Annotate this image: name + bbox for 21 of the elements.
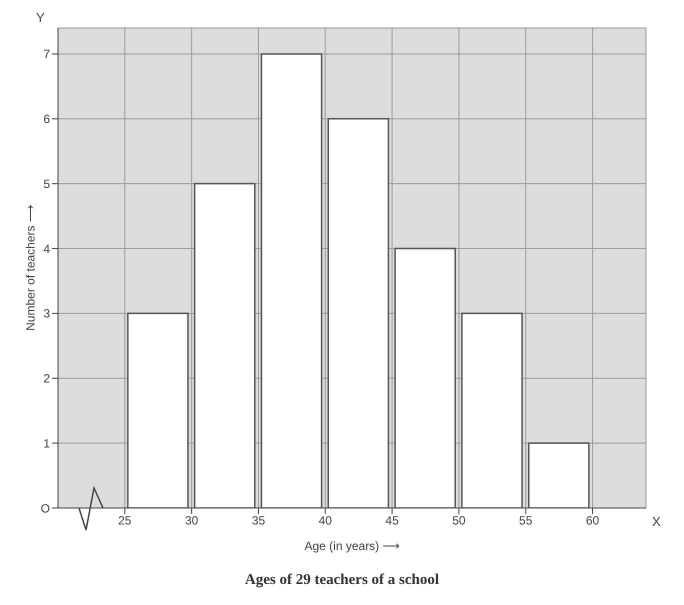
y-tick-label: 1 xyxy=(43,436,50,450)
x-tick-label: 40 xyxy=(318,514,332,528)
x-tick-label: 35 xyxy=(252,514,266,528)
x-tick-label: 50 xyxy=(452,514,466,528)
x-axis-title: Age (in years) ⟶ xyxy=(304,539,400,553)
text: Ages of 29 teachers of a school xyxy=(244,572,440,589)
x-tick-label: 30 xyxy=(184,514,199,528)
y-tick-label: 6 xyxy=(43,112,50,126)
x-tick-label: 55 xyxy=(519,514,533,528)
y-tick-label: O xyxy=(40,501,50,516)
y-tick-label: 2 xyxy=(43,372,50,386)
x-tick-label: 45 xyxy=(385,514,400,528)
x-tick-label: 60 xyxy=(586,514,600,528)
text: X xyxy=(652,514,661,529)
text: Y xyxy=(36,10,45,25)
y-tick-label: 3 xyxy=(43,306,50,321)
y-axis-title: Number of teachers ⟶ xyxy=(23,205,38,331)
y-tick-label: 7 xyxy=(43,47,50,62)
x-tick-label: 25 xyxy=(118,514,132,528)
y-tick-label: 4 xyxy=(43,242,50,256)
y-tick-label: 5 xyxy=(43,176,50,191)
